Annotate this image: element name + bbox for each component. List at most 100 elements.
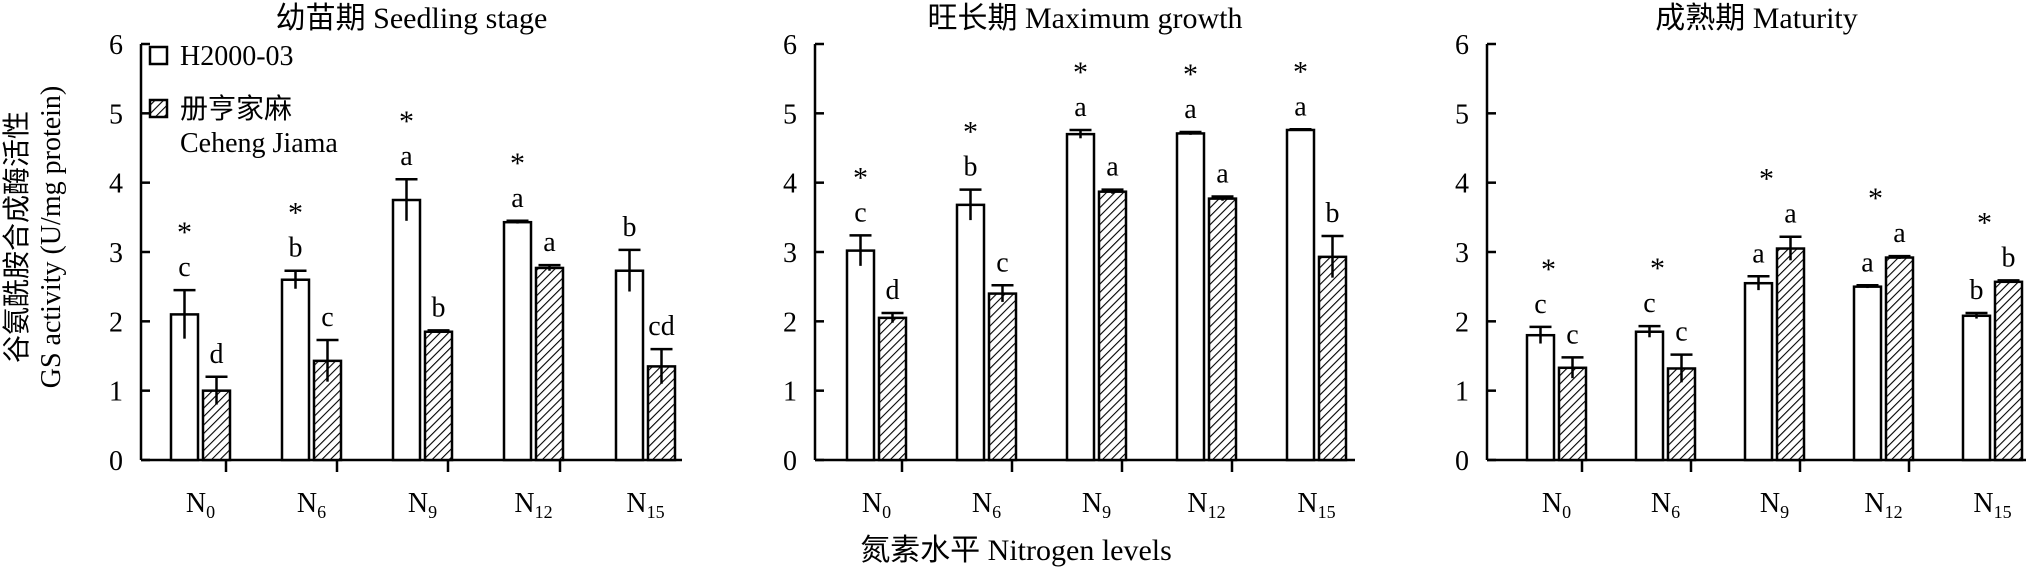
y-tick-label: 0 (1455, 446, 1469, 477)
significance-letter: c (1643, 288, 1655, 319)
bar-h2000-03 (614, 269, 645, 462)
significance-letter: a (543, 227, 556, 258)
y-tick-label: 3 (783, 238, 797, 269)
bar-h2000-03 (1285, 128, 1316, 462)
significance-letter: a (1106, 152, 1119, 183)
bar-ceheng-jiama (1097, 190, 1128, 462)
bar-h2000-03 (1961, 314, 1992, 462)
x-tick-label: N15 (626, 488, 664, 522)
y-tick-label: 3 (109, 238, 123, 269)
significance-letter: c (996, 247, 1008, 278)
legend-label-ceheng-jiama-en: Ceheng Jiama (180, 128, 338, 159)
y-tick-label: 5 (1455, 99, 1469, 130)
y-tick-label: 6 (1455, 30, 1469, 61)
x-tick-label: N12 (1187, 488, 1225, 522)
significance-star: * (963, 116, 978, 149)
significance-letter: c (1675, 317, 1687, 348)
x-tick-label: N0 (1542, 488, 1571, 522)
y-tick-label: 2 (783, 307, 797, 338)
y-axis-label-en: GS activity (U/mg protein) (36, 86, 67, 389)
legend-swatch-h2000-03 (148, 45, 169, 66)
significance-star: * (1183, 58, 1198, 91)
y-tick-label: 4 (1455, 169, 1469, 200)
panel-maximum-growth: 旺长期 Maximum growth 0 1 2 3 4 5 6 N0 N6 N9 N12 N15 c b a… (783, 2, 1355, 522)
y-tick-label: 5 (109, 99, 123, 130)
legend-label-h2000-03: H2000-03 (180, 41, 294, 72)
bar-ceheng-jiama (1207, 197, 1238, 462)
x-tick-label: N9 (408, 488, 437, 522)
bar-h2000-03 (1065, 132, 1096, 462)
x-tick-label: N15 (1297, 488, 1335, 522)
x-tick-label: N9 (1760, 488, 1789, 522)
significance-star: * (1073, 56, 1088, 89)
bar-h2000-03 (1852, 285, 1883, 462)
bar-ceheng-jiama (423, 330, 454, 462)
legend-label-ceheng-jiama-cn: 册亨家麻 (180, 93, 292, 125)
bar-h2000-03 (169, 313, 200, 462)
significance-letter: a (1184, 94, 1197, 125)
significance-letter: a (1784, 199, 1797, 230)
significance-letter: a (1893, 218, 1906, 249)
significance-star: * (1541, 253, 1556, 286)
significance-letter: c (854, 197, 866, 228)
legend-swatch-ceheng-jiama (148, 98, 169, 119)
panel-title: 幼苗期 Seedling stage (276, 2, 548, 35)
bar-h2000-03 (1175, 132, 1206, 462)
bar-h2000-03 (502, 220, 533, 462)
significance-letter: c (321, 302, 333, 333)
significance-letter: c (1566, 319, 1578, 350)
panel-title: 成熟期 Maturity (1655, 2, 1858, 35)
significance-letter: cd (648, 311, 674, 342)
x-tick-label: N12 (1864, 488, 1902, 522)
significance-letter: d (210, 339, 224, 370)
panel-seedling-stage: 幼苗期 Seedling stage 0 1 2 3 4 5 6 N0 N6 N9 N12 N15 c b a… (109, 2, 682, 522)
y-tick-label: 4 (109, 169, 123, 200)
x-tick-label: N0 (186, 488, 215, 522)
significance-letter: c (178, 252, 190, 283)
significance-star: * (510, 147, 525, 180)
significance-letter: a (1074, 92, 1087, 123)
panel-title: 旺长期 Maximum growth (928, 2, 1243, 35)
bar-ceheng-jiama (1993, 280, 2024, 462)
significance-letter: c (1534, 289, 1546, 320)
y-tick-label: 0 (109, 446, 123, 477)
significance-star: * (1293, 55, 1308, 88)
significance-star: * (1759, 163, 1774, 196)
significance-letter: b (1326, 198, 1340, 229)
significance-star: * (177, 216, 192, 249)
bar-ceheng-jiama (1317, 255, 1348, 462)
significance-star: * (288, 197, 303, 230)
y-tick-label: 1 (109, 377, 123, 408)
significance-star: * (853, 161, 868, 194)
y-tick-label: 3 (1455, 238, 1469, 269)
x-tick-label: N9 (1082, 488, 1111, 522)
y-tick-label: 6 (783, 30, 797, 61)
bar-ceheng-jiama (1557, 366, 1588, 462)
significance-letter: a (400, 141, 413, 172)
bar-h2000-03 (955, 203, 986, 462)
significance-letter: a (1861, 247, 1874, 278)
y-tick-label: 1 (1455, 377, 1469, 408)
x-tick-label: N12 (514, 488, 552, 522)
bar-ceheng-jiama (987, 292, 1018, 462)
bar-ceheng-jiama (1884, 256, 1915, 462)
significance-star: * (399, 105, 414, 138)
significance-letter: d (886, 275, 900, 306)
bar-h2000-03 (280, 278, 311, 462)
bar-ceheng-jiama (1775, 247, 1806, 462)
y-tick-label: 4 (783, 169, 797, 200)
bar-h2000-03 (1634, 330, 1665, 462)
y-tick-label: 6 (109, 30, 123, 61)
bar-h2000-03 (391, 198, 422, 462)
x-tick-label: N6 (297, 488, 326, 522)
significance-star: * (1868, 182, 1883, 215)
bar-h2000-03 (1743, 281, 1774, 462)
x-axis-label: 氮素水平 Nitrogen levels (860, 534, 1172, 567)
significance-letter: b (1970, 275, 1984, 306)
x-tick-label: N0 (862, 488, 891, 522)
significance-letter: b (2002, 242, 2016, 273)
bar-ceheng-jiama (534, 266, 565, 462)
x-tick-label: N6 (972, 488, 1001, 522)
significance-letter: a (511, 183, 524, 214)
significance-letter: a (1294, 91, 1307, 122)
